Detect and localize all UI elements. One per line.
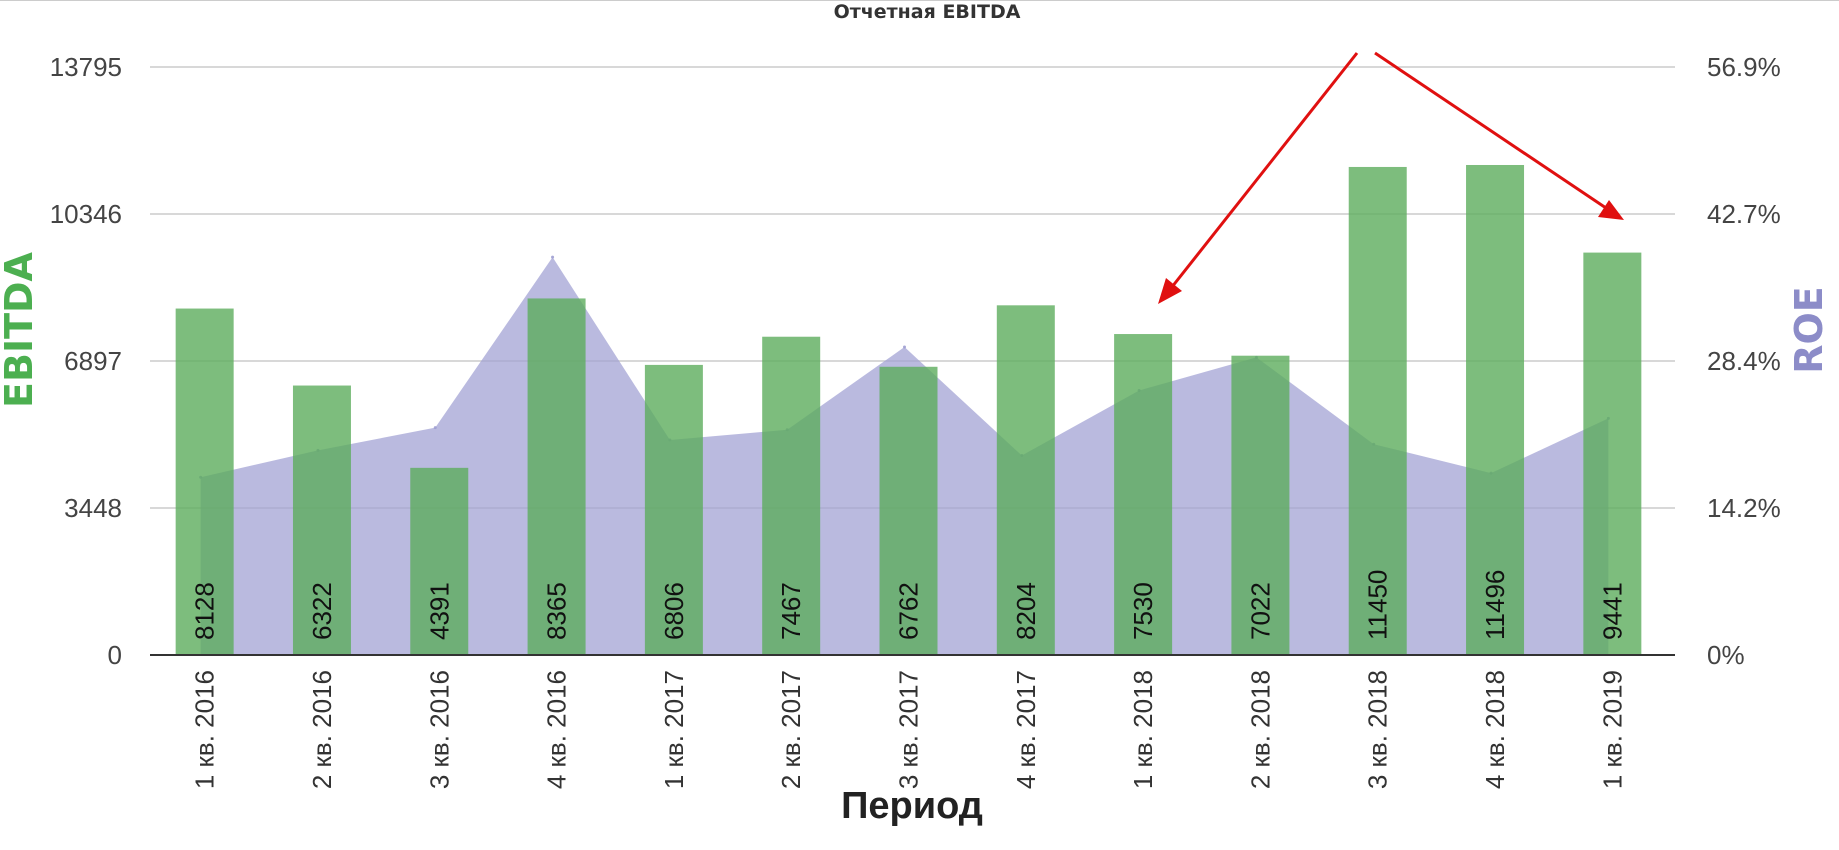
left-tick-label: 0: [108, 640, 122, 670]
ebitda-bar: [1466, 164, 1525, 655]
ebitda-bar: [879, 366, 938, 655]
y-axis-label-left: EBITDA: [0, 251, 41, 408]
left-tick-label: 3448: [64, 493, 122, 523]
ebitda-bar: [292, 385, 351, 655]
right-tick-label: 56.9%: [1707, 52, 1781, 82]
ebitda-bar: [1114, 334, 1173, 655]
right-tick-label: 28.4%: [1707, 346, 1781, 376]
bar-value-label: 6762: [894, 582, 924, 640]
x-tick-label: 2 кв. 2017: [776, 670, 806, 789]
bar-value-label: 7022: [1245, 582, 1275, 640]
ebitda-bar: [410, 467, 469, 655]
x-tick-label: 1 кв. 2019: [1597, 670, 1627, 789]
chart-title: Отчетная EBITDA: [834, 1, 1021, 23]
ebitda-bar: [1348, 166, 1407, 655]
x-tick-label: 2 кв. 2016: [307, 670, 337, 789]
ebitda-bar: [1583, 252, 1642, 655]
x-tick-label: 1 кв. 2017: [659, 670, 689, 789]
ebitda-bar: [996, 305, 1055, 655]
bar-value-label: 11450: [1363, 570, 1393, 640]
bar-value-label: 8128: [190, 582, 220, 640]
arrow-line-right: [1374, 51, 1610, 212]
bar-value-label: 4391: [424, 582, 454, 640]
y-axis-label-right: ROE: [1787, 286, 1831, 374]
ebitda-bar: [1231, 355, 1290, 655]
roe-point: [551, 255, 555, 259]
x-tick-label: 3 кв. 2017: [894, 670, 924, 789]
x-tick-label: 4 кв. 2018: [1480, 670, 1510, 789]
x-tick-label: 4 кв. 2017: [1011, 670, 1041, 789]
right-tick-label: 42.7%: [1707, 199, 1781, 229]
bar-value-label: 9441: [1597, 582, 1627, 640]
x-tick-label: 3 кв. 2016: [424, 670, 454, 789]
ebitda-bar: [644, 364, 703, 655]
bar-value-label: 8204: [1011, 582, 1041, 640]
bar-value-label: 7530: [1128, 582, 1158, 640]
roe-point: [903, 345, 906, 349]
x-tick-label: 1 кв. 2016: [190, 670, 220, 789]
right-tick-label: 0%: [1707, 640, 1745, 670]
bar-value-label: 7467: [776, 582, 806, 640]
arrow-head-right: [1598, 200, 1624, 220]
right-tick-label: 14.2%: [1707, 493, 1781, 523]
bar-value-label: 11496: [1480, 570, 1510, 640]
labels-layer: 8128 6322 4391 8365 6806 7467 6762 8204 7530 7022…: [190, 570, 1628, 790]
ebitda-bar: [527, 298, 586, 655]
ebitda-bar: [762, 336, 821, 655]
left-tick-label: 13795: [50, 52, 122, 82]
arrow-head-left: [1158, 278, 1182, 304]
roe-point: [433, 426, 437, 430]
bar-value-label: 8365: [542, 582, 572, 640]
x-tick-label: 4 кв. 2016: [542, 670, 572, 789]
x-tick-label: 3 кв. 2018: [1363, 670, 1393, 789]
ebitda-bars-layer: [175, 164, 1642, 655]
axes-layer: 0 3448 6897 10346 13795 0% 14.2% 28.4% 42.7% 56.9…: [50, 52, 1781, 670]
x-tick-label: 1 кв. 2018: [1128, 670, 1158, 789]
left-tick-label: 10346: [50, 199, 122, 229]
left-tick-label: 6897: [64, 346, 122, 376]
bar-value-label: 6322: [307, 582, 337, 640]
annotation-arrows: [1158, 51, 1624, 304]
x-tick-label: 2 кв. 2018: [1245, 670, 1275, 789]
x-axis-label: Период: [841, 785, 983, 827]
arrow-line-left: [1166, 52, 1359, 293]
ebitda-bar: [175, 308, 234, 655]
bar-value-label: 6806: [659, 582, 689, 640]
